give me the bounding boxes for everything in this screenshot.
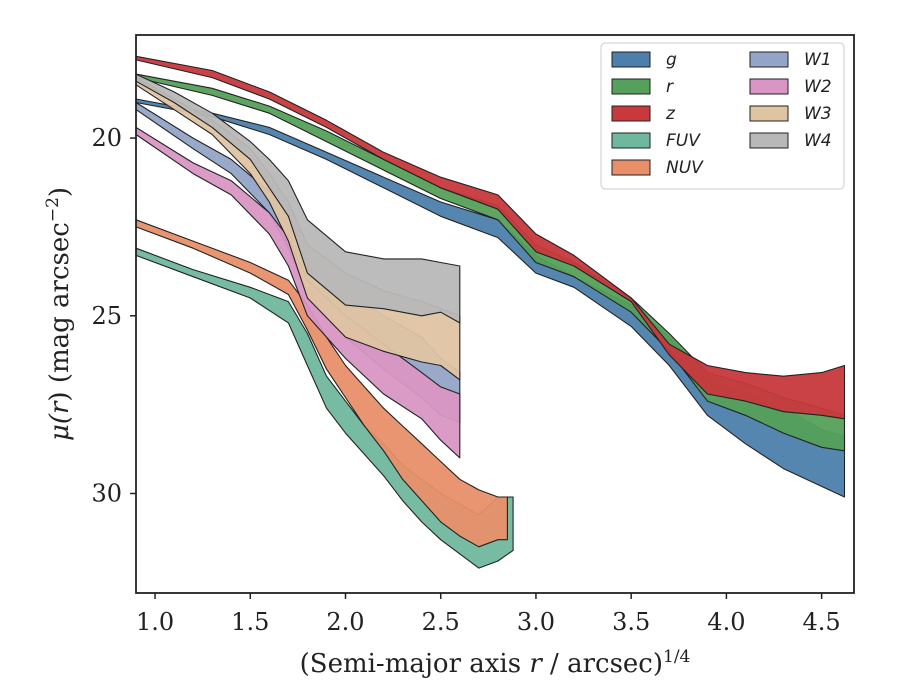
x-tick-label: 4.5 xyxy=(803,608,841,636)
x-axis-ticks: 1.0 1.5 2.0 2.5 3.0 3.5 4.0 4.5 xyxy=(136,593,841,636)
y-axis-label: μ(r) (mag arcsec−2) xyxy=(43,187,75,441)
legend-swatch-fuv xyxy=(611,132,651,149)
x-tick-label: 3.5 xyxy=(612,608,650,636)
y-tick-label: 25 xyxy=(91,302,122,330)
legend-label-nuv: NUV xyxy=(666,158,704,178)
legend-label-fuv: FUV xyxy=(666,131,701,151)
legend-swatch-nuv xyxy=(611,159,651,176)
legend-swatch-z xyxy=(611,105,651,122)
profile-bands xyxy=(135,55,846,569)
x-tick-label: 2.5 xyxy=(422,608,460,636)
x-tick-label: 1.0 xyxy=(136,608,174,636)
legend-label-r: r xyxy=(666,77,674,97)
y-tick-label: 30 xyxy=(91,479,122,507)
legend-swatch-w4 xyxy=(749,132,789,149)
plot-frame xyxy=(135,34,855,594)
legend-swatch-w3 xyxy=(749,105,789,122)
y-axis-ticks: 20 25 30 xyxy=(91,124,136,507)
x-tick-label: 3.0 xyxy=(517,608,555,636)
band-nuv xyxy=(135,219,508,548)
legend-swatch-g xyxy=(611,51,651,68)
x-tick-label: 2.0 xyxy=(326,608,364,636)
legend-swatch-w2 xyxy=(749,78,789,95)
legend-swatch-r xyxy=(611,78,651,95)
band-g xyxy=(135,98,846,498)
legend-label-w2: W2 xyxy=(804,77,832,97)
legend-label-w4: W4 xyxy=(804,131,832,151)
x-tick-label: 4.0 xyxy=(707,608,745,636)
x-axis-label: (Semi-major axis r / arcsec)1/4 xyxy=(300,647,691,679)
legend-label-g: g xyxy=(666,50,677,70)
y-tick-label: 20 xyxy=(91,124,122,152)
legend-label-w1: W1 xyxy=(804,50,832,70)
legend-label-w3: W3 xyxy=(804,104,832,124)
legend: grz FUV NUV W1 W2 W3 W4 xyxy=(600,42,845,190)
band-z xyxy=(135,55,846,420)
x-tick-label: 1.5 xyxy=(231,608,269,636)
legend-label-z: z xyxy=(665,104,676,124)
band-w4 xyxy=(135,73,461,324)
legend-swatch-w1 xyxy=(749,51,789,68)
